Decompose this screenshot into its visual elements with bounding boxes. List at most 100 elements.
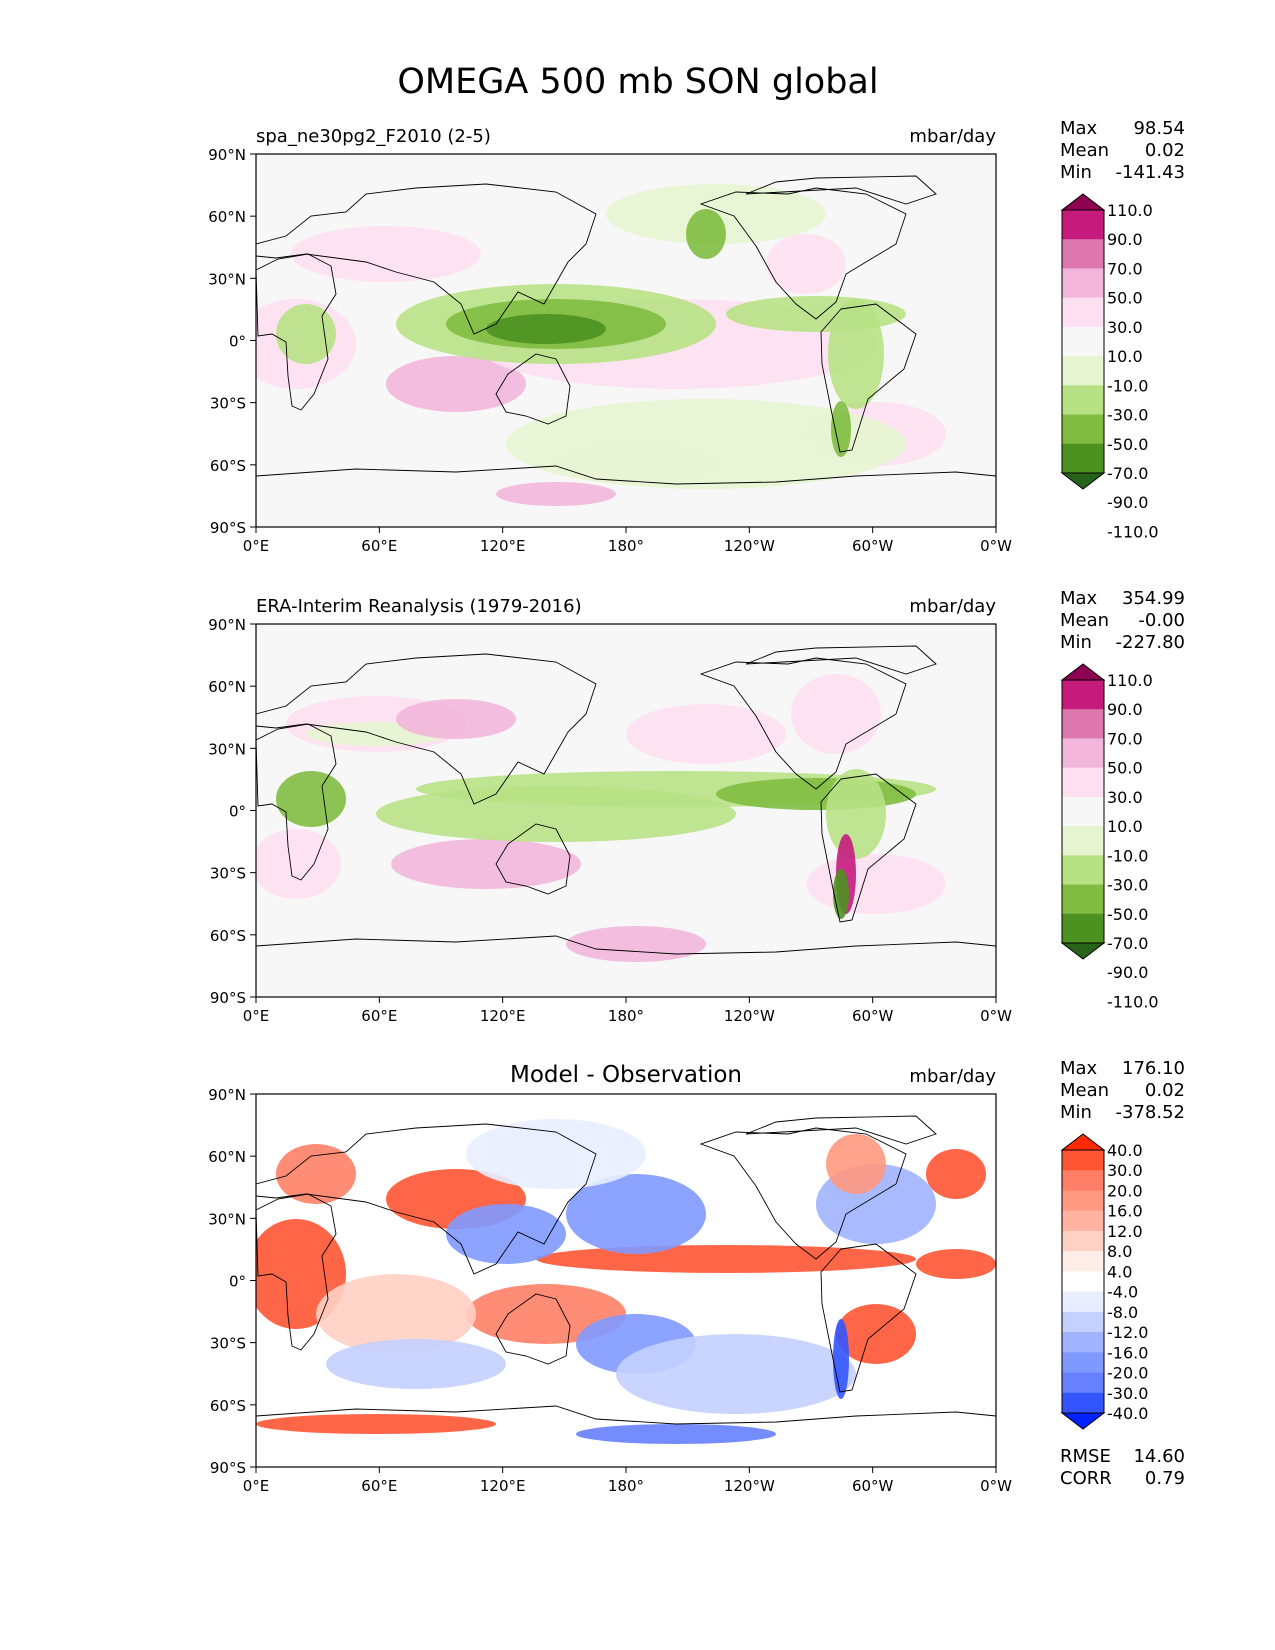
field-contour [766,234,846,294]
coastline [495,1293,571,1365]
coastline [256,1123,597,1275]
coastline [699,1127,907,1260]
coastline [256,183,597,335]
lon-tick-label: 120°E [480,1007,526,1025]
colorbar-label: -20.0 [1107,1364,1148,1383]
colorbar-label: 10.0 [1107,817,1143,836]
field-contour [791,674,881,754]
colorbar-label: 10.0 [1107,347,1143,366]
colorbar-label: 70.0 [1107,259,1143,278]
colorbar-segment [1062,767,1104,798]
lat-tick-label: 60°N [208,208,246,226]
coastline [745,1115,937,1145]
stat-value: 0.02 [1145,140,1185,161]
stat-value: 14.60 [1133,1446,1185,1467]
colorbar-segment [1062,1271,1104,1293]
stat-label: Mean [1060,1080,1109,1101]
colorbar-label: 70.0 [1107,729,1143,748]
stat-label: Min [1060,632,1092,653]
figure-title: OMEGA 500 mb SON global [397,62,878,102]
lat-tick-label: 60°S [210,927,246,945]
map-field [256,1094,996,1467]
lon-tick-label: 0°E [243,1007,270,1025]
colorbar-min-extension [1060,942,1106,960]
colorbar: 40.030.020.016.012.08.04.0-4.0-8.0-12.0-… [1060,1133,1148,1430]
field-contour [396,699,516,739]
stat-label: Min [1060,162,1092,183]
colorbar-segment [1062,884,1104,915]
lat-tick-label: 0° [229,1273,246,1291]
colorbar-label: 110.0 [1107,671,1153,690]
colorbar-label: 16.0 [1107,1202,1143,1221]
panel-units: mbar/day [909,596,996,617]
colorbar-segment [1062,855,1104,886]
stat-value: -141.43 [1116,162,1185,183]
colorbar-label: -70.0 [1107,464,1148,483]
stat-label: Max [1060,1058,1098,1079]
colorbar-label: 50.0 [1107,289,1143,308]
field-contour [626,704,786,764]
field-contour [386,356,526,412]
colorbar-segment [1062,1251,1104,1272]
colorbar-segment [1062,443,1104,474]
lat-tick-label: 0° [229,803,246,821]
colorbar-label: -10.0 [1107,846,1148,865]
stat-value: -378.52 [1116,1102,1185,1123]
field-contour [276,1144,356,1204]
coastline [745,645,937,675]
field-contour [256,829,341,899]
field-contour [616,1334,856,1414]
stat-value: 354.99 [1122,588,1185,609]
field-contour [686,209,726,259]
field-contour [496,482,616,506]
lon-tick-label: 60°E [361,1007,397,1025]
lon-tick-label: 60°E [361,1477,397,1495]
colorbar-label: 110.0 [1107,201,1153,220]
stat-label: Min [1060,1102,1092,1123]
colorbar-segment [1062,385,1104,416]
lon-tick-label: 120°W [724,1477,775,1495]
field-contour [806,854,946,914]
field-contour [316,1274,476,1354]
stat-value: 176.10 [1122,1058,1185,1079]
stat-value: 0.79 [1145,1468,1185,1489]
colorbar-segment [1062,913,1104,944]
colorbar-label: 30.0 [1107,318,1143,337]
colorbar-label: -70.0 [1107,934,1148,953]
colorbar-label: 30.0 [1107,1161,1143,1180]
colorbar-max-extension [1060,193,1106,211]
colorbar-label: -30.0 [1107,1384,1148,1403]
lon-tick-label: 120°W [724,1007,775,1025]
colorbar-segment [1062,268,1104,299]
field-contour [828,299,884,409]
colorbar-label: 90.0 [1107,230,1143,249]
coastline [820,1243,917,1393]
stat-label: Mean [1060,140,1109,161]
colorbar: 110.0 90.0 70.0 50.0 30.0 10.0 -10.0 -30.0 -50.0… [1060,663,1159,1011]
field-contour [276,304,336,364]
colorbar-frame [1061,679,1105,944]
lat-tick-label: 60°S [210,457,246,475]
lat-tick-label: 30°S [210,395,246,413]
colorbar-label: -50.0 [1107,905,1148,924]
colorbar-label: -50.0 [1107,435,1148,454]
lat-tick-label: 90°S [210,1459,246,1477]
lon-tick-label: 180° [608,1007,644,1025]
colorbar-max-extension [1060,663,1106,681]
lat-tick-label: 30°N [208,270,246,288]
field-contour [916,1249,996,1279]
field-contour [566,926,706,962]
colorbar-label: 40.0 [1107,1141,1143,1160]
field-contour [833,1319,849,1399]
colorbar-label: 90.0 [1107,700,1143,719]
colorbar-label: -4.0 [1107,1283,1138,1302]
coastline [820,303,917,453]
colorbar-segment [1062,1150,1104,1171]
lat-tick-label: 60°N [208,1148,246,1166]
stat-value: 98.54 [1133,118,1185,139]
panel-title: Model - Observation [510,1062,742,1088]
colorbar-segment [1062,1392,1104,1414]
coastline [820,773,917,923]
lon-tick-label: 120°E [480,1477,526,1495]
